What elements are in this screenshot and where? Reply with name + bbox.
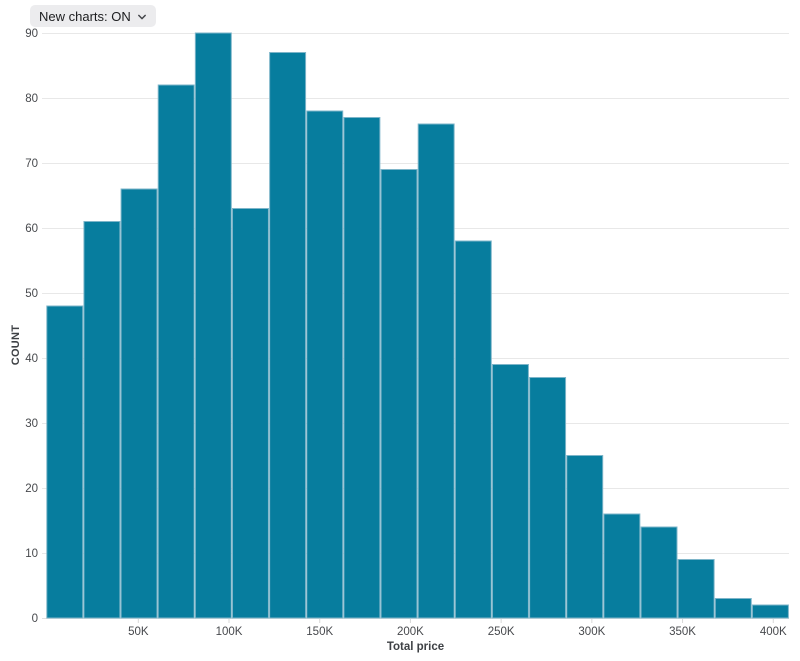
histogram-bar[interactable] [120, 188, 158, 619]
histogram-bar[interactable] [194, 32, 232, 619]
histogram-bar[interactable] [751, 604, 789, 619]
y-tick-label: 80 [25, 93, 38, 105]
x-axis-title: Total price [387, 641, 444, 653]
histogram-bar[interactable] [380, 169, 418, 619]
histogram-bar[interactable] [566, 455, 604, 619]
y-tick-label: 90 [25, 28, 38, 40]
y-tick-label: 30 [25, 418, 38, 430]
histogram-bar[interactable] [714, 598, 752, 619]
y-tick-label: 40 [25, 353, 38, 365]
new-charts-dropdown-label: New charts: ON [39, 8, 131, 24]
x-tick-label: 400K [760, 626, 787, 638]
histogram-bar[interactable] [343, 117, 381, 619]
histogram-bar[interactable] [46, 305, 84, 619]
y-tick-label: 20 [25, 483, 38, 495]
x-tick-label: 150K [306, 626, 333, 638]
x-tick-label: 300K [578, 626, 605, 638]
y-axis-title: COUNT [10, 325, 22, 366]
x-tick-label: 350K [669, 626, 696, 638]
histogram-bar[interactable] [83, 221, 121, 619]
y-tick-label: 0 [32, 613, 38, 625]
y-tick-label: 50 [25, 288, 38, 300]
histogram-bar[interactable] [603, 513, 641, 619]
histogram-bar[interactable] [640, 526, 678, 619]
y-tick-label: 70 [25, 158, 38, 170]
x-tick-label: 50K [128, 626, 149, 638]
x-tick-label: 250K [488, 626, 515, 638]
histogram-bar[interactable] [157, 84, 195, 619]
histogram-bar[interactable] [454, 240, 492, 619]
x-tick-label: 100K [216, 626, 243, 638]
histogram-bar[interactable] [232, 208, 269, 619]
histogram-bar[interactable] [269, 52, 307, 619]
histogram-bar[interactable] [491, 364, 529, 619]
histogram-bar[interactable] [677, 559, 715, 619]
histogram-bar[interactable] [417, 123, 455, 619]
chevron-down-icon [137, 14, 146, 19]
histogram-bar[interactable] [306, 110, 344, 619]
y-tick-label: 10 [25, 548, 38, 560]
y-tick-label: 60 [25, 223, 38, 235]
new-charts-dropdown[interactable]: New charts: ON [30, 5, 156, 27]
x-tick-label: 200K [397, 626, 424, 638]
histogram-bar[interactable] [529, 377, 567, 619]
